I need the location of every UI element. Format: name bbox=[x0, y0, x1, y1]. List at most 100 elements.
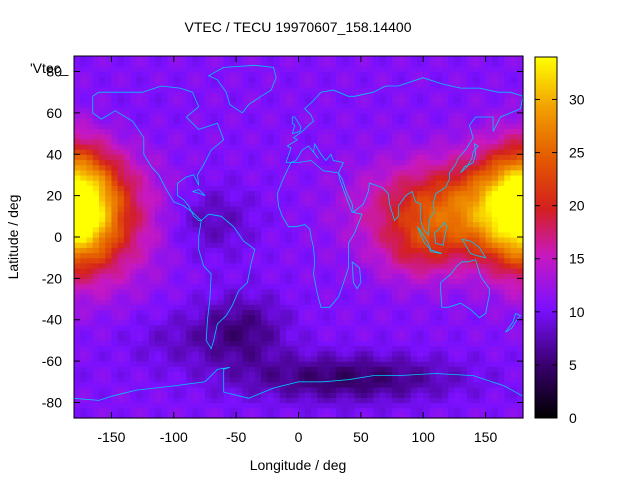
heatmap-cell bbox=[342, 350, 349, 357]
heatmap-cell bbox=[335, 128, 343, 135]
heatmap-cell bbox=[105, 319, 113, 326]
heatmap-cell bbox=[385, 247, 393, 254]
heatmap-cell bbox=[204, 314, 212, 321]
heatmap-cell bbox=[192, 242, 200, 248]
heatmap-cell bbox=[123, 174, 131, 181]
heatmap-cell bbox=[273, 123, 281, 129]
heatmap-cell bbox=[454, 76, 462, 83]
heatmap-cell bbox=[229, 159, 237, 166]
heatmap-cell bbox=[80, 56, 88, 62]
heatmap-cell bbox=[292, 257, 300, 264]
heatmap-cell bbox=[92, 61, 100, 67]
heatmap-cell bbox=[485, 66, 493, 73]
heatmap-cell bbox=[74, 386, 81, 393]
heatmap-cell bbox=[416, 330, 424, 336]
heatmap-cell bbox=[217, 56, 225, 62]
heatmap-cell bbox=[354, 381, 362, 388]
heatmap-cell bbox=[404, 278, 412, 285]
heatmap-cell bbox=[454, 412, 462, 419]
heatmap-cell bbox=[223, 340, 231, 347]
heatmap-cell bbox=[173, 128, 181, 135]
heatmap-cell bbox=[348, 205, 356, 212]
heatmap-cell bbox=[454, 200, 462, 207]
heatmap-cell bbox=[98, 190, 106, 197]
heatmap-cell bbox=[173, 283, 181, 290]
heatmap-cell bbox=[510, 407, 518, 414]
heatmap-cell bbox=[310, 273, 318, 279]
heatmap-cell bbox=[279, 376, 287, 383]
heatmap-cell bbox=[335, 123, 343, 129]
heatmap-cell bbox=[373, 112, 381, 119]
heatmap-cell bbox=[435, 174, 443, 181]
heatmap-cell bbox=[329, 288, 337, 295]
heatmap-cell bbox=[105, 56, 113, 62]
heatmap-cell bbox=[111, 355, 119, 362]
heatmap-cell bbox=[317, 185, 325, 192]
heatmap-cell bbox=[242, 123, 250, 129]
heatmap-cell bbox=[111, 324, 119, 331]
heatmap-cell bbox=[491, 366, 499, 373]
heatmap-cell bbox=[491, 154, 499, 161]
heatmap-cell bbox=[373, 71, 381, 78]
heatmap-cell bbox=[130, 355, 137, 362]
heatmap-cell bbox=[186, 71, 194, 78]
heatmap-cell bbox=[323, 252, 331, 259]
heatmap-cell bbox=[261, 87, 268, 93]
heatmap-cell bbox=[236, 273, 243, 279]
heatmap-cell bbox=[148, 237, 156, 243]
heatmap-cell bbox=[504, 211, 512, 217]
heatmap-cell bbox=[248, 56, 256, 62]
heatmap-cell bbox=[142, 350, 150, 357]
heatmap-cell bbox=[410, 407, 418, 414]
heatmap-cell bbox=[466, 242, 474, 248]
heatmap-cell bbox=[279, 288, 287, 295]
heatmap-cell bbox=[130, 123, 137, 129]
heatmap-cell bbox=[510, 164, 518, 171]
heatmap-cell bbox=[292, 340, 300, 347]
heatmap-cell bbox=[348, 143, 356, 150]
heatmap-cell bbox=[510, 154, 518, 161]
heatmap-cell bbox=[248, 278, 256, 285]
heatmap-cell bbox=[192, 350, 200, 357]
heatmap-cell bbox=[448, 376, 456, 383]
heatmap-cell bbox=[429, 221, 437, 228]
heatmap-cell bbox=[286, 76, 293, 83]
heatmap-cell bbox=[105, 128, 113, 135]
heatmap-cell bbox=[448, 61, 456, 67]
heatmap-cell bbox=[329, 143, 337, 150]
heatmap-cell bbox=[279, 92, 287, 98]
heatmap-cell bbox=[211, 216, 219, 223]
heatmap-cell bbox=[516, 195, 524, 202]
heatmap-cell bbox=[167, 169, 175, 176]
heatmap-cell bbox=[192, 143, 200, 150]
heatmap-cell bbox=[473, 61, 480, 67]
heatmap-cell bbox=[111, 118, 119, 124]
heatmap-cell bbox=[304, 190, 312, 197]
heatmap-cell bbox=[354, 330, 362, 336]
heatmap-cell bbox=[248, 133, 256, 140]
heatmap-cell bbox=[491, 314, 499, 321]
heatmap-cell bbox=[367, 154, 374, 161]
heatmap-cell bbox=[279, 324, 287, 331]
heatmap-cell bbox=[410, 252, 418, 259]
heatmap-cell bbox=[448, 242, 456, 248]
heatmap-cell bbox=[473, 361, 480, 367]
heatmap-cell bbox=[516, 107, 524, 114]
heatmap-cell bbox=[261, 195, 268, 202]
heatmap-cell bbox=[466, 252, 474, 259]
heatmap-cell bbox=[435, 97, 443, 104]
heatmap-cell bbox=[504, 231, 512, 238]
heatmap-cell bbox=[379, 252, 387, 259]
heatmap-cell bbox=[180, 143, 187, 150]
heatmap-cell bbox=[92, 412, 100, 419]
heatmap-cell bbox=[473, 174, 480, 181]
heatmap-cell bbox=[317, 350, 325, 357]
heatmap-cell bbox=[304, 252, 312, 259]
heatmap-cell bbox=[398, 268, 406, 274]
heatmap-cell bbox=[491, 76, 499, 83]
heatmap-cell bbox=[441, 87, 449, 93]
heatmap-cell bbox=[136, 355, 144, 362]
heatmap-cell bbox=[261, 123, 268, 129]
heatmap-cell bbox=[167, 221, 175, 228]
heatmap-cell bbox=[148, 366, 156, 373]
